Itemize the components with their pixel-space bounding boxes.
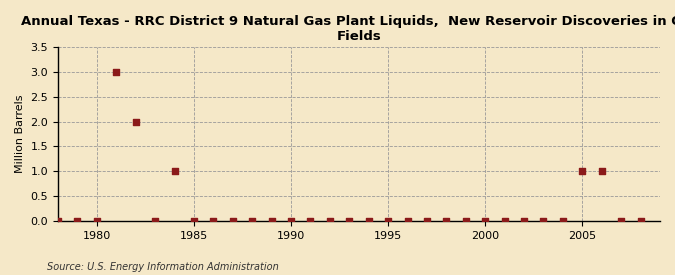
Point xyxy=(208,219,219,223)
Point xyxy=(266,219,277,223)
Point xyxy=(92,219,103,223)
Point xyxy=(111,70,122,74)
Point xyxy=(286,219,296,223)
Point xyxy=(130,119,141,124)
Point xyxy=(383,219,394,223)
Point xyxy=(188,219,199,223)
Point xyxy=(480,219,491,223)
Point xyxy=(500,219,510,223)
Point xyxy=(422,219,433,223)
Point xyxy=(363,219,374,223)
Point xyxy=(402,219,413,223)
Point xyxy=(72,219,83,223)
Point xyxy=(616,219,626,223)
Point xyxy=(441,219,452,223)
Title: Annual Texas - RRC District 9 Natural Gas Plant Liquids,  New Reservoir Discover: Annual Texas - RRC District 9 Natural Ga… xyxy=(21,15,675,43)
Point xyxy=(150,219,161,223)
Text: Source: U.S. Energy Information Administration: Source: U.S. Energy Information Administ… xyxy=(47,262,279,272)
Point xyxy=(325,219,335,223)
Point xyxy=(227,219,238,223)
Point xyxy=(558,219,568,223)
Point xyxy=(518,219,529,223)
Point xyxy=(538,219,549,223)
Point xyxy=(247,219,258,223)
Point xyxy=(635,219,646,223)
Point xyxy=(305,219,316,223)
Point xyxy=(577,169,588,174)
Point xyxy=(53,219,63,223)
Point xyxy=(344,219,354,223)
Y-axis label: Million Barrels: Million Barrels xyxy=(15,95,25,173)
Point xyxy=(460,219,471,223)
Point xyxy=(596,169,607,174)
Point xyxy=(169,169,180,174)
